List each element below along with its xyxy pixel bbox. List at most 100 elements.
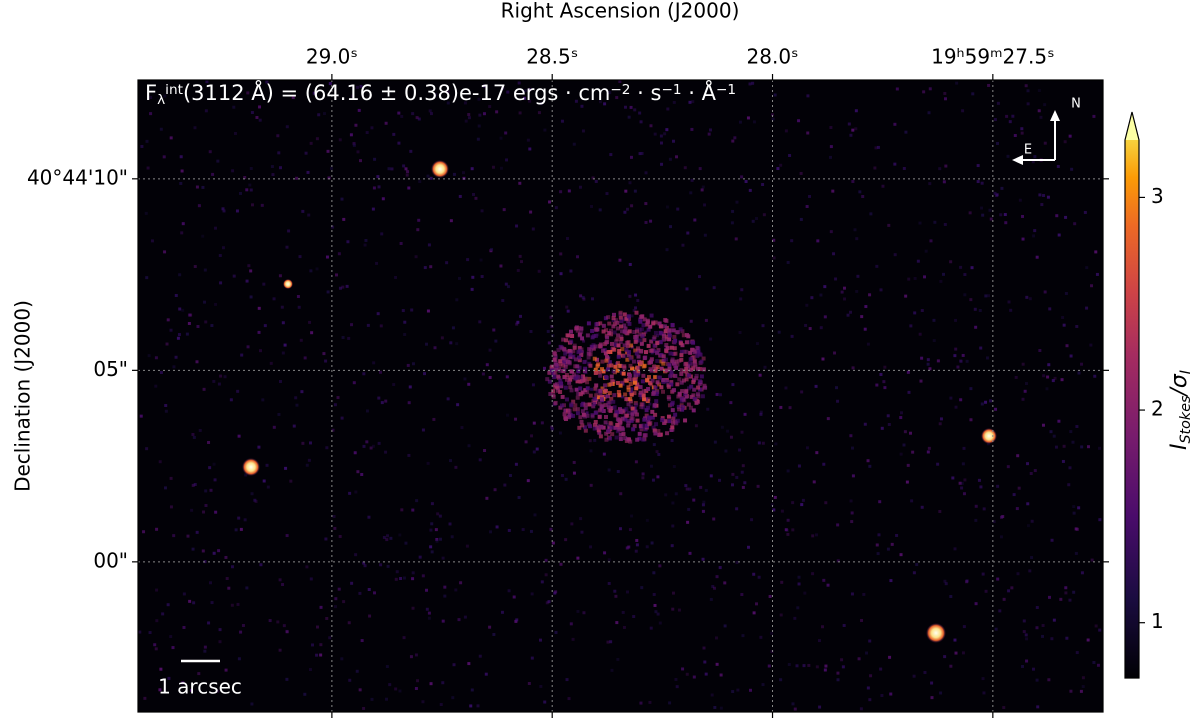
pixel xyxy=(626,420,631,425)
pixel xyxy=(415,116,419,120)
pixel xyxy=(860,315,864,319)
pixel xyxy=(195,360,199,364)
pixel xyxy=(563,385,568,390)
pixel xyxy=(400,508,404,512)
pixel xyxy=(145,276,149,280)
pixel xyxy=(580,530,584,534)
pixel xyxy=(1025,637,1029,641)
pixel xyxy=(598,100,602,104)
pixel xyxy=(582,339,586,343)
pixel xyxy=(272,425,276,429)
pixel xyxy=(609,396,614,401)
text-part: ergs · cm xyxy=(513,81,610,105)
pixel xyxy=(169,635,173,639)
pixel xyxy=(604,431,609,436)
pixel xyxy=(1030,556,1034,560)
pixel xyxy=(656,475,660,479)
pixel xyxy=(340,197,344,201)
pixel xyxy=(629,418,634,423)
pixel xyxy=(876,552,880,556)
pixel xyxy=(816,239,820,243)
pixel xyxy=(583,406,588,411)
pixel xyxy=(522,96,526,100)
pixel xyxy=(336,396,340,400)
pixel xyxy=(1093,374,1097,378)
pixel xyxy=(659,366,664,371)
pixel xyxy=(539,684,543,688)
pixel xyxy=(617,352,622,357)
pixel xyxy=(570,522,574,526)
pixel xyxy=(619,492,623,496)
pixel xyxy=(362,372,366,376)
pixel xyxy=(805,205,809,209)
pixel xyxy=(1074,551,1078,555)
pixel xyxy=(172,365,176,369)
text-part: F xyxy=(145,81,157,105)
pixel xyxy=(641,389,646,394)
pixel xyxy=(719,706,723,710)
pixel xyxy=(571,399,576,404)
pixel xyxy=(605,192,609,196)
pixel xyxy=(929,239,933,243)
pixel xyxy=(853,228,857,232)
pixel xyxy=(567,189,571,193)
pixel xyxy=(309,269,313,273)
pixel xyxy=(371,207,375,211)
pixel xyxy=(639,404,644,409)
pixel xyxy=(386,564,390,568)
pixel xyxy=(927,446,931,450)
pixel xyxy=(1026,102,1030,106)
axes-frame xyxy=(137,79,1104,713)
pixel xyxy=(1068,466,1072,470)
pixel xyxy=(243,518,247,522)
pixel xyxy=(800,390,804,394)
pixel xyxy=(639,395,644,400)
pixel xyxy=(788,154,792,158)
pixel xyxy=(362,706,366,710)
pixel xyxy=(567,408,572,413)
pixel xyxy=(836,399,840,403)
pixel xyxy=(154,356,158,360)
pixel xyxy=(429,545,433,549)
pixel xyxy=(980,206,984,210)
pixel xyxy=(191,547,195,551)
pixel xyxy=(646,327,651,332)
pixel xyxy=(377,441,381,445)
pixel xyxy=(631,409,635,413)
pixel xyxy=(709,597,713,601)
pixel xyxy=(639,402,644,407)
pixel xyxy=(607,360,612,365)
pixel xyxy=(599,397,604,402)
pixel xyxy=(993,191,997,195)
pixel xyxy=(514,619,518,623)
pixel xyxy=(829,230,833,234)
pixel xyxy=(968,211,972,215)
pixel xyxy=(660,162,664,166)
pixel xyxy=(688,367,693,372)
pixel xyxy=(640,334,645,339)
pixel xyxy=(294,396,298,400)
pixel xyxy=(553,400,558,405)
pixel xyxy=(604,437,609,442)
pixel xyxy=(808,194,812,198)
pixel xyxy=(1070,167,1074,171)
pixel xyxy=(589,344,594,349)
pixel xyxy=(673,338,678,343)
pixel xyxy=(225,577,229,581)
pixel xyxy=(456,403,460,407)
pixel xyxy=(159,371,163,375)
pixel xyxy=(222,209,226,213)
pixel xyxy=(697,382,702,387)
pixel xyxy=(171,646,175,650)
pixel xyxy=(648,402,652,406)
pixel xyxy=(907,390,911,394)
pixel xyxy=(676,404,681,409)
pixel xyxy=(1052,618,1056,622)
pixel xyxy=(632,424,637,429)
pixel xyxy=(924,249,928,253)
pixel xyxy=(993,118,997,122)
pixel xyxy=(392,132,396,136)
pixel xyxy=(169,136,173,140)
pixel xyxy=(478,654,482,658)
